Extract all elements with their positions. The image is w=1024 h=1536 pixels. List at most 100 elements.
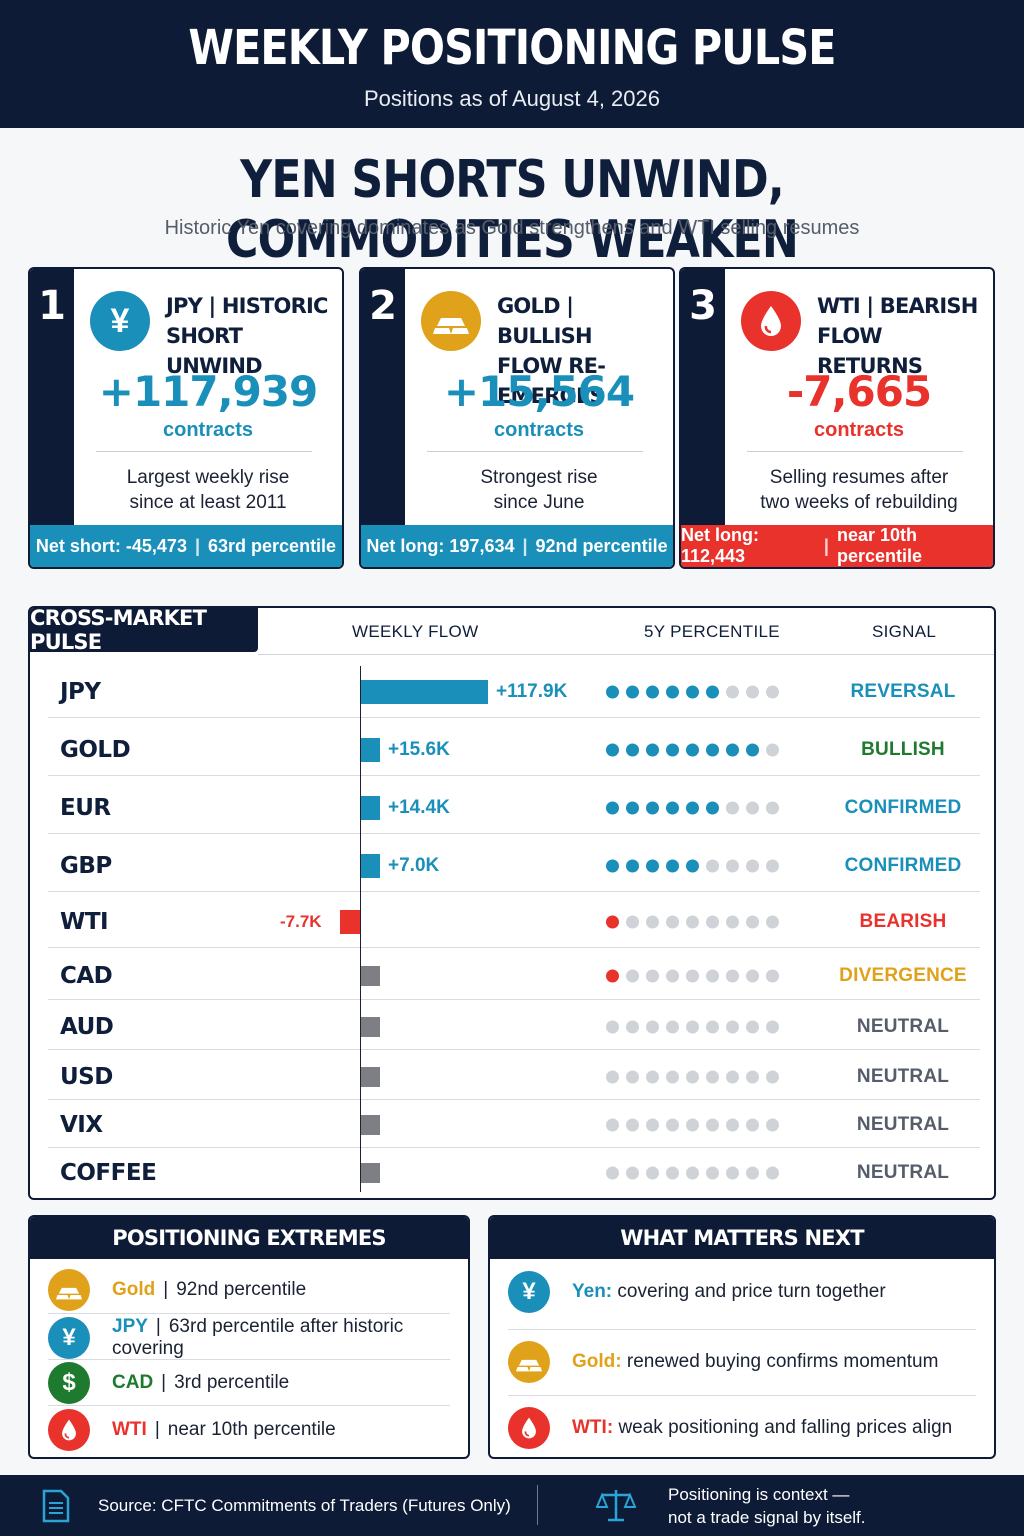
percentile-dot bbox=[706, 801, 719, 815]
card-jpy: 1 ¥ JPY | HISTORIC SHORT UNWIND +117,939 … bbox=[28, 267, 344, 569]
row-label: USD bbox=[60, 1064, 113, 1090]
percentile-dots bbox=[606, 1020, 779, 1034]
list-item-key: JPY bbox=[112, 1316, 148, 1337]
row-label: VIX bbox=[60, 1112, 103, 1138]
card-description: Largest weekly rise since at least 2011 bbox=[126, 467, 290, 513]
list-item-value: 92nd percentile bbox=[176, 1279, 307, 1300]
percentile-dots bbox=[606, 859, 779, 873]
percentile-dot bbox=[626, 859, 639, 873]
table-row: COFFEE NEUTRAL bbox=[48, 1150, 980, 1196]
percentile-dot bbox=[626, 1020, 639, 1034]
percentile-dot bbox=[626, 969, 639, 983]
flow-value-label: +14.4K bbox=[388, 797, 450, 818]
percentile-dot bbox=[726, 801, 739, 815]
list-item: WTI: weak positioning and falling prices… bbox=[508, 1407, 976, 1449]
flow-bar bbox=[360, 738, 380, 762]
percentile-dot bbox=[666, 1118, 679, 1132]
percentile-dot bbox=[606, 859, 619, 873]
percentile-dot bbox=[606, 801, 619, 815]
page-title: WEEKLY POSITIONING PULSE bbox=[188, 20, 836, 76]
card-description: Selling resumes after two weeks of rebuil… bbox=[760, 467, 958, 513]
percentile-dot bbox=[746, 685, 759, 699]
cross-market-panel: JPY +117.9K REVERSAL GOLD +15.6K BULLISH EUR +1… bbox=[28, 606, 996, 1200]
card-number: 1 bbox=[30, 269, 74, 527]
signal-label: NEUTRAL bbox=[856, 1066, 950, 1087]
percentile-dot bbox=[766, 1070, 779, 1084]
yen-icon: ¥ bbox=[508, 1271, 550, 1313]
percentile-dot bbox=[746, 915, 759, 929]
divider bbox=[427, 451, 643, 452]
document-icon bbox=[42, 1489, 70, 1523]
list-item-key: Yen: bbox=[572, 1281, 613, 1302]
row-label: CAD bbox=[60, 963, 113, 989]
panel-tab: CROSS-MARKET PULSE bbox=[30, 608, 258, 654]
percentile-dot bbox=[626, 743, 639, 757]
percentile-dot bbox=[706, 859, 719, 873]
flow-value-label: +117.9K bbox=[496, 681, 568, 702]
card-unit: contracts bbox=[813, 419, 905, 441]
list-item-text: CAD | 3rd percentile bbox=[112, 1372, 289, 1394]
list-item-text: Yen: covering and price turn together bbox=[572, 1281, 886, 1303]
percentile-dot bbox=[686, 685, 699, 699]
percentile-dot bbox=[646, 685, 659, 699]
percentile-dot bbox=[746, 1070, 759, 1084]
list-item-key: Gold bbox=[112, 1279, 156, 1300]
next-title: WHAT MATTERS NEXT bbox=[490, 1217, 994, 1259]
percentile-dot bbox=[646, 1020, 659, 1034]
percentile-dot bbox=[666, 1166, 679, 1180]
percentile-dot bbox=[706, 969, 719, 983]
signal-label: REVERSAL bbox=[850, 681, 956, 702]
percentile-dot bbox=[706, 1020, 719, 1034]
list-item-key: WTI bbox=[112, 1419, 147, 1440]
percentile-dot bbox=[706, 685, 719, 699]
percentile-dot bbox=[646, 915, 659, 929]
percentile-dot bbox=[686, 1020, 699, 1034]
dollar-icon: $ bbox=[48, 1362, 90, 1404]
table-row: USD NEUTRAL bbox=[48, 1054, 980, 1100]
list-item-text: Gold | 92nd percentile bbox=[112, 1279, 306, 1301]
percentile-dot bbox=[666, 743, 679, 757]
percentile-dots bbox=[606, 915, 779, 929]
percentile-dot bbox=[646, 1118, 659, 1132]
row-divider bbox=[48, 717, 980, 718]
flow-bar bbox=[340, 910, 360, 934]
row-divider bbox=[48, 1049, 980, 1050]
footer: Source: CFTC Commitments of Traders (Fut… bbox=[0, 1475, 1024, 1536]
list-item-text: WTI: weak positioning and falling prices… bbox=[572, 1417, 952, 1439]
signal-label: BULLISH bbox=[861, 739, 945, 760]
extremes-title: POSITIONING EXTREMES bbox=[30, 1217, 468, 1259]
card-footer: Net long: 112,443 | near 10th percentile bbox=[681, 525, 993, 567]
percentile-dots bbox=[606, 801, 779, 815]
flow-value-label: -7.7K bbox=[280, 912, 322, 931]
gold-bar-icon bbox=[48, 1269, 90, 1311]
list-item: Gold | 92nd percentile bbox=[48, 1269, 450, 1311]
percentile-dot bbox=[686, 859, 699, 873]
table-row: CAD DIVERGENCE bbox=[48, 952, 980, 1000]
signal-label: NEUTRAL bbox=[856, 1114, 950, 1135]
row-divider bbox=[48, 999, 980, 1000]
percentile-dots bbox=[606, 685, 779, 699]
percentile-dot bbox=[766, 801, 779, 815]
list-item-value: weak positioning and falling prices alig… bbox=[618, 1417, 953, 1438]
col-header-flow: WEEKLY FLOW bbox=[352, 622, 479, 641]
row-divider bbox=[48, 775, 980, 776]
percentile-dot bbox=[726, 915, 739, 929]
flow-bar bbox=[360, 1017, 380, 1037]
percentile-dot bbox=[766, 685, 779, 699]
row-divider bbox=[48, 1099, 980, 1100]
list-item-key: Gold: bbox=[572, 1351, 622, 1372]
percentile-dot bbox=[686, 1070, 699, 1084]
zero-axis bbox=[360, 666, 361, 1192]
card-number: 3 bbox=[681, 269, 725, 527]
percentile-dot bbox=[606, 1166, 619, 1180]
card-value: +117,939 bbox=[98, 367, 319, 416]
percentile-dot bbox=[726, 685, 739, 699]
percentile-dot bbox=[626, 1070, 639, 1084]
list-item: WTI | near 10th percentile bbox=[48, 1409, 450, 1451]
percentile-dot bbox=[706, 915, 719, 929]
percentile-dot bbox=[726, 1166, 739, 1180]
percentile-dot bbox=[646, 1070, 659, 1084]
table-row: VIX NEUTRAL bbox=[48, 1102, 980, 1148]
header-divider bbox=[258, 654, 994, 655]
flow-bar bbox=[360, 1067, 380, 1087]
